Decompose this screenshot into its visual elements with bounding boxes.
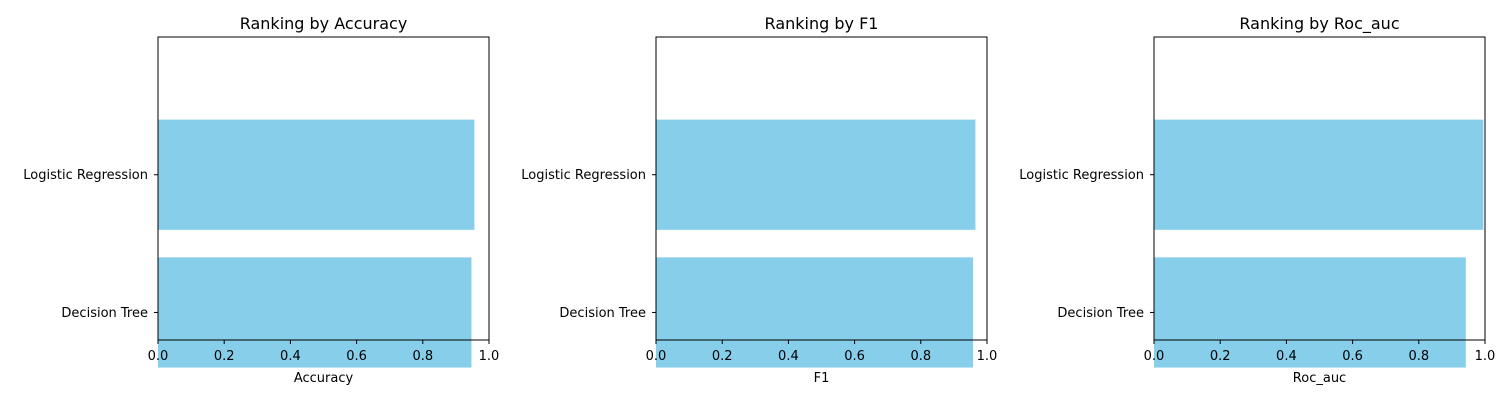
- x-tick-label: 0.8: [412, 349, 433, 364]
- chart-title: Ranking by F1: [765, 14, 879, 33]
- x-tick-label: 0.2: [214, 349, 235, 364]
- bar-decision-tree: [158, 257, 472, 368]
- x-axis-label: Accuracy: [294, 371, 354, 386]
- x-tick-label: 1.0: [1475, 349, 1496, 364]
- x-tick-label: 0.8: [910, 349, 931, 364]
- x-tick-label: 1.0: [977, 349, 998, 364]
- x-tick-label: 0.6: [1342, 349, 1363, 364]
- bar-decision-tree: [1154, 257, 1466, 368]
- bar-logistic-regression: [1154, 119, 1484, 230]
- x-tick-label: 0.8: [1408, 349, 1429, 364]
- x-axis-label: Roc_auc: [1293, 371, 1346, 386]
- x-tick-label: 0.0: [1144, 349, 1165, 364]
- y-tick-label: Decision Tree: [559, 306, 646, 321]
- x-tick-label: 0.4: [1276, 349, 1297, 364]
- x-tick-label: 0.0: [646, 349, 667, 364]
- x-tick-label: 0.2: [712, 349, 733, 364]
- bar-logistic-regression: [656, 119, 976, 230]
- y-tick-label: Decision Tree: [61, 306, 148, 321]
- bar-logistic-regression: [158, 119, 475, 230]
- chart-panel-2: Ranking by F1 Logistic Regression Decision…: [521, 14, 997, 386]
- y-tick-label: Logistic Regression: [521, 168, 646, 183]
- x-tick-label: 0.4: [778, 349, 799, 364]
- axes-frame: [655, 36, 988, 341]
- chart-panel-3: Ranking by Roc_auc Logistic Regression Dec…: [1019, 14, 1495, 386]
- axes-frame: [157, 36, 490, 341]
- y-tick-label: Decision Tree: [1057, 306, 1144, 321]
- bar-decision-tree: [656, 257, 974, 368]
- x-axis-label: F1: [814, 371, 830, 386]
- x-tick-label: 0.6: [346, 349, 367, 364]
- x-tick-label: 0.6: [844, 349, 865, 364]
- chart-title: Ranking by Accuracy: [240, 14, 408, 33]
- axes-frame: [1153, 36, 1486, 341]
- x-tick-label: 0.4: [280, 349, 301, 364]
- x-tick-label: 0.2: [1210, 349, 1231, 364]
- x-tick-label: 1.0: [479, 349, 500, 364]
- y-tick-label: Logistic Regression: [1019, 168, 1144, 183]
- chart-title: Ranking by Roc_auc: [1239, 14, 1399, 34]
- chart-panel-1: Ranking by Accuracy Logistic Regression De…: [23, 14, 499, 386]
- x-tick-label: 0.0: [148, 349, 169, 364]
- y-tick-label: Logistic Regression: [23, 168, 148, 183]
